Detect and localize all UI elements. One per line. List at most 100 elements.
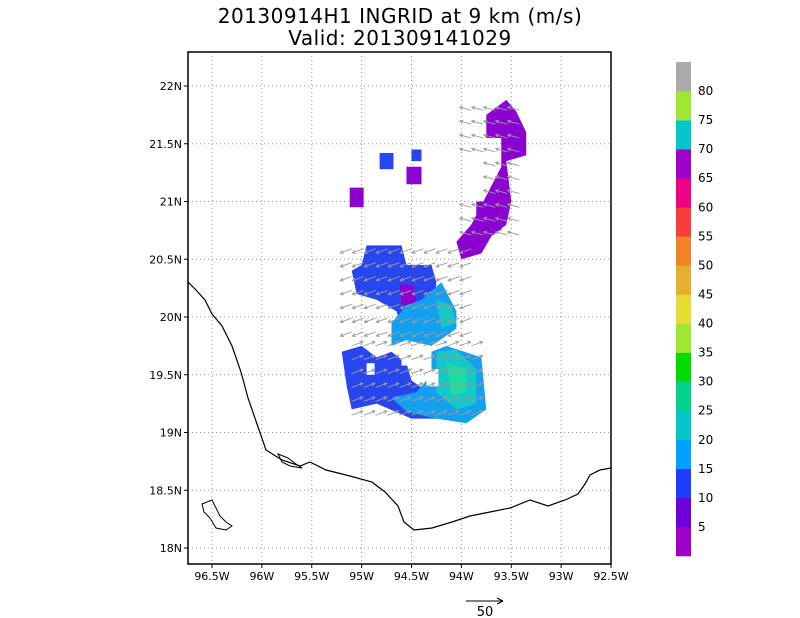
wind-vector — [459, 120, 472, 125]
wind-vector-head — [455, 410, 460, 414]
wind-vector — [423, 303, 436, 309]
wind-vector-head — [359, 340, 364, 345]
wind-vector — [495, 134, 508, 139]
x-tick-label: 96.5W — [194, 570, 229, 583]
wind-vector-head — [395, 368, 400, 373]
wind-vector-head — [435, 263, 440, 268]
wind-vector-head — [494, 202, 500, 207]
wind-vector-head — [407, 340, 412, 345]
colorbar-label: 40 — [698, 317, 713, 331]
wind-vector — [352, 317, 364, 323]
wind-vector-head — [482, 216, 488, 221]
x-tick-label: 95W — [349, 570, 374, 583]
wind-vector-head — [435, 291, 440, 296]
wind-vector — [411, 341, 423, 347]
wind-vector-head — [479, 396, 484, 401]
wind-vector — [388, 248, 400, 254]
wind-vector — [364, 290, 376, 295]
wind-vector — [412, 248, 424, 254]
wind-vector — [400, 276, 412, 282]
wind-vector — [495, 176, 508, 180]
wind-vector-head — [351, 277, 356, 282]
wind-vector — [376, 303, 388, 309]
wind-vector — [411, 410, 423, 416]
wind-vector-head — [399, 277, 404, 282]
wind-vector — [447, 248, 460, 254]
wind-vector — [352, 290, 364, 295]
y-tick-label: 19.5N — [149, 369, 182, 382]
wind-vector — [340, 317, 352, 323]
wind-speed-cell — [391, 282, 457, 346]
colorbar-label: 25 — [698, 404, 713, 418]
colorbar-segment — [676, 62, 691, 92]
wind-vector — [375, 341, 388, 347]
colorbar-segment — [676, 91, 691, 121]
wind-vector — [495, 217, 508, 222]
wind-vector-head — [375, 319, 380, 324]
wind-vector — [447, 382, 459, 388]
colorbar-label: 50 — [698, 258, 713, 272]
wind-vector-head — [470, 105, 476, 110]
wind-vector — [387, 369, 399, 375]
wind-vector — [447, 410, 459, 416]
wind-vector-head — [383, 354, 388, 359]
wind-vector — [412, 290, 424, 295]
wind-vector-head — [458, 105, 464, 110]
data-gap — [366, 363, 375, 375]
wind-vector-head — [459, 305, 464, 310]
y-tick-label: 21.5N — [149, 138, 182, 151]
wind-vector-head — [470, 147, 476, 152]
wind-vector — [423, 382, 435, 388]
wind-vector-head — [506, 161, 512, 166]
wind-vector-head — [359, 410, 364, 414]
wind-vector-head — [423, 291, 428, 296]
wind-vector — [435, 248, 448, 254]
wind-vector — [459, 355, 471, 361]
wind-vector — [352, 262, 364, 268]
wind-vector — [495, 203, 508, 208]
wind-vector — [364, 303, 376, 309]
wind-vector — [447, 317, 460, 323]
wind-vector — [483, 106, 496, 111]
wind-speed-cell — [406, 166, 422, 185]
colorbar-label: 45 — [698, 288, 713, 302]
wind-vector — [459, 341, 471, 347]
wind-vector — [423, 369, 435, 375]
wind-vector-head — [431, 382, 436, 387]
wind-vector-head — [387, 319, 392, 324]
wind-vector-head — [387, 305, 392, 310]
wind-vector-head — [363, 333, 368, 338]
wind-vector — [447, 331, 460, 337]
wind-vector — [483, 162, 496, 167]
wind-vector-head — [458, 119, 464, 124]
wind-vector-head — [479, 354, 484, 359]
wind-vector-head — [383, 340, 388, 345]
wind-vector — [423, 355, 435, 361]
wind-vector — [364, 331, 376, 337]
wind-vector-head — [411, 291, 416, 296]
wind-vector — [507, 148, 520, 153]
x-tick-label: 96W — [249, 570, 274, 583]
wind-vector-head — [363, 277, 368, 282]
chart-subtitle: Valid: 201309141029 — [288, 26, 512, 50]
wind-speed-cell — [446, 363, 467, 396]
wind-vector-head — [351, 249, 356, 254]
x-tick-label: 93.5W — [494, 570, 529, 583]
wind-speed-cell — [476, 201, 502, 231]
y-tick-label: 18N — [160, 542, 182, 555]
wind-vector — [351, 382, 364, 388]
wind-speed-cell — [456, 99, 527, 260]
colorbar-label: 75 — [698, 113, 713, 127]
wind-vector-head — [494, 189, 500, 194]
wind-vector — [507, 176, 520, 180]
wind-vector-head — [419, 354, 424, 359]
wind-vector — [459, 217, 472, 222]
x-tick-label: 95.5W — [294, 570, 329, 583]
y-tick-label: 18.5N — [149, 484, 182, 497]
reference-vector-arrowhead — [496, 597, 504, 605]
wind-vector-head — [351, 263, 356, 268]
wind-vector-head — [375, 333, 380, 338]
wind-vector-head — [431, 410, 436, 414]
wind-vector-head — [359, 368, 364, 373]
wind-vector — [363, 355, 376, 361]
